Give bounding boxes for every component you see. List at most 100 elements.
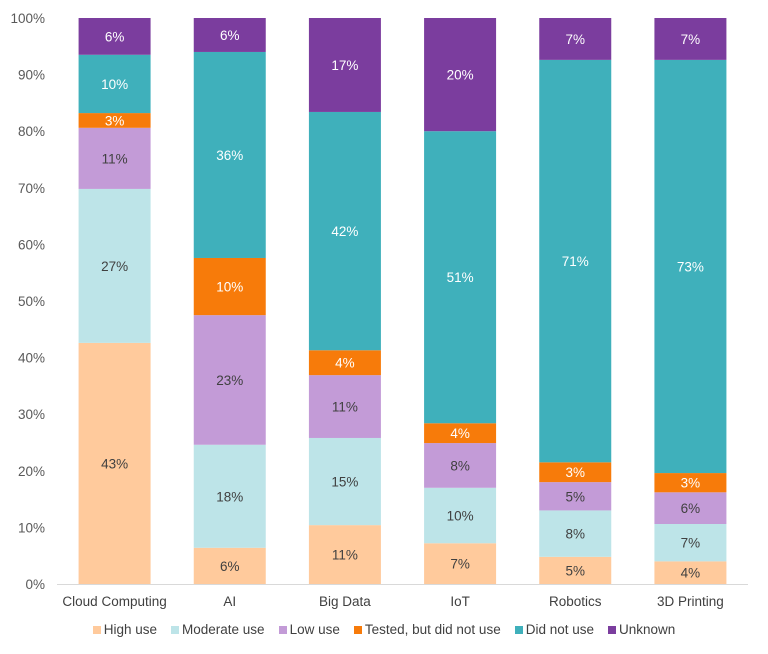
bar-segment: [308, 375, 381, 438]
bar-segment: [78, 54, 151, 114]
data-label: 10%: [216, 280, 243, 295]
data-label: 11%: [332, 548, 358, 563]
bar-segment: [193, 547, 266, 584]
bar-segment: [193, 315, 266, 445]
legend-label: Tested, but did not use: [364, 622, 501, 637]
y-tick-label: 80%: [18, 124, 45, 139]
legend-item: Low use: [278, 622, 340, 637]
legend-swatch: [514, 625, 523, 634]
data-label: 11%: [332, 400, 358, 415]
data-label: 3%: [681, 476, 701, 491]
bar-segment: [539, 510, 612, 557]
y-tick-label: 30%: [18, 407, 45, 422]
bar-segment: [78, 188, 151, 343]
data-label: 43%: [101, 456, 128, 471]
legend-label: Low use: [289, 622, 340, 637]
bar-segment: [308, 350, 381, 376]
y-tick-label: 90%: [18, 68, 45, 83]
y-tick-label: 70%: [18, 181, 45, 196]
data-label: 23%: [216, 373, 243, 388]
bar-segment: [654, 59, 727, 474]
bar-segment: [539, 556, 612, 584]
y-tick-label: 10%: [18, 520, 45, 535]
data-label: 17%: [331, 58, 358, 73]
bar-segment: [424, 423, 497, 444]
bar-segment: [654, 18, 727, 60]
y-tick-label: 0%: [25, 577, 45, 592]
bar-segment: [654, 561, 727, 584]
legend: High use Moderate use Low use Tested, but d…: [0, 622, 768, 637]
legend-item: Unknown: [608, 622, 675, 637]
bar-segment: [539, 18, 612, 60]
bar-segment: [424, 543, 497, 584]
data-label: 4%: [681, 566, 701, 581]
bar-segment: [193, 18, 266, 52]
data-label: 3%: [105, 113, 125, 128]
x-tick-label: Cloud Computing: [62, 594, 166, 609]
x-tick-label: 3D Printing: [657, 594, 724, 609]
legend-label: High use: [103, 622, 157, 637]
data-label: 73%: [677, 259, 704, 274]
data-label: 4%: [450, 426, 470, 441]
bar-segment: [308, 437, 381, 526]
legend-label: Unknown: [619, 622, 676, 637]
bar-segment: [424, 487, 497, 544]
data-label: 5%: [565, 563, 585, 578]
x-tick-label: Big Data: [319, 594, 371, 609]
data-label: 7%: [450, 557, 470, 572]
bar-segment: [193, 51, 266, 258]
data-label: 71%: [562, 254, 589, 269]
legend-item: High use: [92, 622, 157, 637]
bar-segment: [654, 473, 727, 493]
legend-swatch: [278, 625, 287, 634]
bar-segment: [654, 524, 727, 562]
legend-item: Moderate use: [171, 622, 265, 637]
legend-label: Did not use: [525, 622, 594, 637]
bar-segment: [308, 18, 381, 112]
legend-swatch: [608, 625, 616, 634]
data-label: 7%: [681, 32, 701, 47]
legend-item: Did not use: [514, 622, 594, 637]
data-label: 36%: [216, 148, 243, 163]
data-label: 8%: [565, 527, 585, 542]
legend-swatch: [171, 625, 179, 634]
x-tick-label: AI: [223, 594, 236, 609]
y-tick-label: 60%: [18, 237, 45, 252]
bar-segment: [78, 113, 151, 128]
x-tick-label: IoT: [450, 594, 470, 609]
bar-segment: [78, 127, 151, 189]
data-label: 8%: [450, 458, 470, 473]
data-label: 7%: [565, 32, 585, 47]
bar-segment: [308, 525, 381, 584]
x-tick-label: Robotics: [549, 594, 602, 609]
legend-item: Tested, but did not use: [353, 622, 501, 637]
data-label: 6%: [681, 501, 701, 516]
data-label: 20%: [447, 68, 474, 83]
bar-segment: [78, 18, 151, 55]
data-label: 18%: [216, 489, 243, 504]
bar-segment: [539, 59, 612, 463]
bar-segment: [424, 131, 497, 424]
bar-segment: [654, 492, 727, 525]
data-label: 11%: [102, 151, 128, 166]
bar-segment: [78, 342, 151, 584]
legend-swatch: [92, 625, 101, 634]
y-tick-label: 50%: [18, 294, 45, 309]
bar-segment: [424, 18, 497, 132]
bar-segment: [193, 257, 266, 316]
bar-segment: [539, 482, 612, 511]
legend-label: Moderate use: [182, 622, 265, 637]
data-label: 15%: [331, 475, 358, 490]
data-label: 5%: [565, 489, 585, 504]
data-label: 10%: [447, 509, 474, 524]
data-label: 4%: [335, 356, 355, 371]
bar-segment: [424, 443, 497, 488]
data-label: 27%: [101, 259, 128, 274]
data-label: 3%: [565, 465, 585, 480]
bar-segment: [193, 444, 266, 548]
data-label: 10%: [101, 77, 128, 92]
bar-segment: [308, 111, 381, 351]
y-tick-label: 20%: [18, 464, 45, 479]
bar-segment: [539, 462, 612, 483]
